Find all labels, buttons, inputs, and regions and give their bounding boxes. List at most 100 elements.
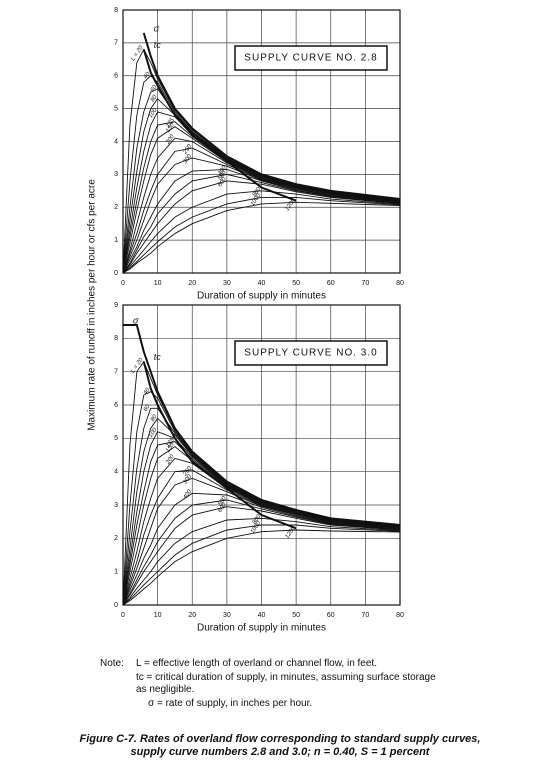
y-tick-label: 0	[114, 270, 118, 277]
series-label: 200	[165, 133, 177, 146]
series-line	[122, 506, 401, 606]
series-line	[142, 49, 297, 202]
series-line	[122, 477, 401, 606]
series-line	[122, 499, 401, 606]
y-tick-label: 7	[114, 369, 118, 376]
series-label: L = 20	[130, 45, 145, 63]
x-tick-label: 0	[121, 612, 125, 619]
y-tick-label: 2	[114, 204, 118, 211]
x-tick-label: 10	[154, 612, 162, 619]
series-label: 400	[217, 165, 228, 177]
series-line	[122, 492, 401, 606]
series-line	[122, 524, 401, 606]
x-tick-label: 0	[121, 280, 125, 287]
x-tick-label: 60	[327, 612, 335, 619]
x-tick-label: 10	[154, 280, 162, 287]
y-tick-label: 3	[114, 502, 118, 509]
series-label: 250	[182, 143, 194, 156]
series-label: 250	[182, 465, 194, 478]
note-line: σ = rate of supply, in inches per hour.	[148, 698, 313, 709]
x-tick-label: 50	[292, 612, 300, 619]
y-tick-label: 3	[114, 171, 118, 178]
series-line	[123, 324, 401, 526]
series-line	[142, 32, 401, 201]
x-tick-label: 20	[188, 280, 196, 287]
y-tick-label: 6	[114, 402, 118, 409]
series-label: 600	[217, 502, 228, 514]
y-tick-label: 4	[114, 469, 118, 476]
series-label: 40	[143, 387, 152, 396]
note-label: Note:	[100, 658, 124, 669]
series-line	[122, 157, 401, 274]
series-line	[122, 529, 401, 606]
x-axis-label: Duration of supply in minutes	[197, 623, 326, 634]
series-label: 300	[183, 473, 194, 485]
y-tick-label: 7	[114, 40, 118, 47]
x-tick-label: 50	[292, 280, 300, 287]
series-label: 300	[183, 153, 194, 165]
y-tick-label: 8	[114, 7, 118, 14]
chart-title: SUPPLY CURVE NO. 2.8	[244, 53, 377, 64]
series-label: 150	[165, 122, 176, 134]
x-tick-label: 30	[223, 280, 231, 287]
y-tick-label: 2	[114, 535, 118, 542]
chart-title: SUPPLY CURVE NO. 3.0	[244, 348, 377, 359]
y-tick-label: 1	[114, 237, 118, 244]
title-box	[234, 340, 388, 366]
series-label: 40	[143, 71, 152, 80]
x-tick-label: 70	[361, 280, 369, 287]
series-line	[122, 431, 401, 606]
plot-frame	[122, 9, 401, 274]
series-label: 500	[217, 169, 228, 181]
y-axis-label: Maximum rate of runoff in inches per hou…	[87, 179, 98, 431]
series-label: 125	[165, 117, 176, 129]
series-label: 500	[217, 495, 228, 507]
series-label: tc	[154, 352, 162, 362]
series-label: 60	[143, 403, 152, 412]
series-line	[122, 446, 401, 606]
series-line	[122, 147, 401, 274]
x-tick-label: 40	[258, 612, 266, 619]
series-line	[122, 190, 401, 274]
series-label: 100	[148, 427, 159, 439]
series-label: 125	[165, 437, 176, 449]
note-line: tc = critical duration of supply, in min…	[136, 672, 436, 695]
title-box	[234, 45, 388, 71]
x-tick-label: 60	[327, 280, 335, 287]
series-line	[122, 137, 401, 274]
series-label: 600	[217, 176, 228, 188]
series-line	[122, 517, 401, 606]
x-tick-label: 80	[396, 612, 404, 619]
series-label: 150	[165, 442, 176, 454]
x-tick-label: 40	[258, 280, 266, 287]
series-label: σ	[154, 23, 160, 33]
series-label: tc	[154, 40, 162, 50]
series-label: σ	[133, 315, 139, 325]
series-label: 800	[252, 513, 263, 525]
series-line	[122, 173, 401, 274]
caption: Figure C-7. Rates of overland flow corre…	[79, 733, 481, 758]
y-tick-label: 6	[114, 73, 118, 80]
series-label: 60	[150, 84, 159, 93]
y-tick-label: 5	[114, 435, 118, 442]
y-tick-label: 0	[114, 602, 118, 609]
series-line	[122, 180, 401, 274]
series-label: 100	[148, 107, 159, 119]
y-tick-label: 4	[114, 138, 118, 145]
x-tick-label: 80	[396, 280, 404, 287]
x-tick-label: 30	[223, 612, 231, 619]
x-axis-label: Duration of supply in minutes	[197, 291, 326, 302]
series-label: 80	[150, 413, 159, 422]
plot-frame	[122, 304, 401, 606]
series-line	[122, 201, 401, 274]
series-line	[122, 111, 401, 274]
series-line	[122, 168, 401, 274]
note-line: L = effective length of overland or chan…	[136, 658, 377, 669]
series-line	[122, 126, 401, 274]
series-label: 400	[183, 488, 194, 500]
y-tick-label: 1	[114, 569, 118, 576]
y-tick-label: 9	[114, 302, 118, 309]
x-tick-label: 70	[361, 612, 369, 619]
